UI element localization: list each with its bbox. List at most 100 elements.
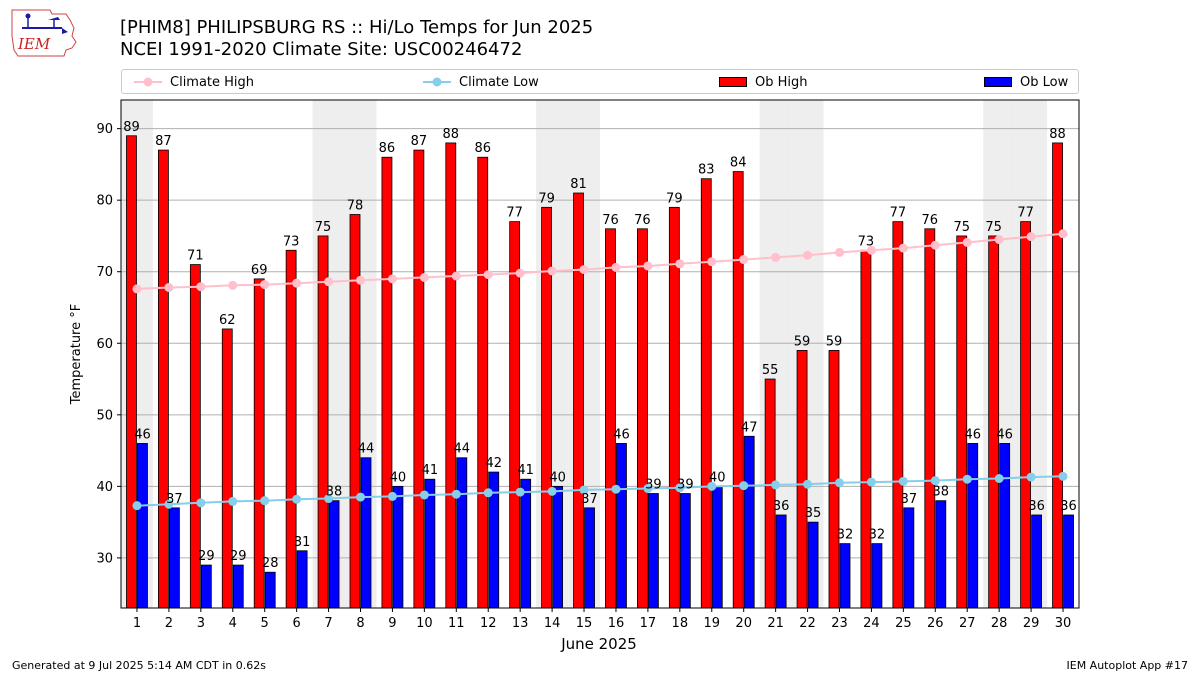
y-tick-label: 50 xyxy=(96,408,113,423)
climate-low-point xyxy=(611,484,621,494)
climate-high-point xyxy=(483,270,493,280)
ob-high-bar xyxy=(924,228,936,609)
ob-high-value-label: 88 xyxy=(1049,127,1066,142)
climate-low-point xyxy=(164,499,174,509)
climate-low-point xyxy=(515,487,525,497)
ob-low-bar xyxy=(296,550,308,609)
ob-low-value-label: 46 xyxy=(996,427,1013,442)
x-tick-label: 26 xyxy=(927,616,944,631)
ob-high-value-label: 83 xyxy=(698,163,715,178)
ob-high-value-label: 76 xyxy=(634,213,651,228)
climate-low-point xyxy=(451,489,461,499)
y-axis: 30 40 50 60 70 80 90 xyxy=(96,122,121,566)
climate-low-point xyxy=(324,494,334,504)
ob-high-bar xyxy=(796,350,808,609)
x-tick-label: 8 xyxy=(356,616,364,631)
ob-low-bar xyxy=(232,564,244,609)
climate-high-point xyxy=(930,240,940,250)
ob-high-value-label: 84 xyxy=(730,156,747,171)
legend-item-climate-low: Climate Low xyxy=(423,73,539,91)
weekend-band xyxy=(1015,100,1048,608)
chart-legend: Climate High Climate Low Ob High Ob Low xyxy=(121,69,1079,94)
ob-high-value-label: 75 xyxy=(985,220,1002,235)
climate-high-point xyxy=(387,274,397,284)
x-tick-label: 28 xyxy=(991,616,1008,631)
climate-high-point xyxy=(1026,232,1036,242)
y-tick-label: 40 xyxy=(96,480,113,495)
ob-low-value-label: 36 xyxy=(773,499,790,514)
climate-high-line xyxy=(136,232,1064,290)
x-tick-label: 6 xyxy=(292,616,300,631)
ob-low-bar xyxy=(168,507,180,609)
ob-high-value-label: 87 xyxy=(411,134,428,149)
bar-value-labels: 89 87 71 62 69 73 75 78 86 87 88 86 77 79 81 76 76 79 83 84… xyxy=(123,120,1077,571)
ob-low-value-label: 35 xyxy=(805,506,822,521)
ob-low-bar xyxy=(392,485,404,609)
climate-low-point xyxy=(962,474,972,484)
climate-high-point xyxy=(1058,229,1068,239)
climate-low-point xyxy=(866,477,876,487)
ob-high-value-label: 88 xyxy=(443,127,460,142)
ob-high-bar xyxy=(445,142,457,609)
ob-low-value-label: 40 xyxy=(709,470,726,485)
x-axis-label: June 2025 xyxy=(560,635,637,653)
x-tick-label: 24 xyxy=(863,616,880,631)
climate-low-point xyxy=(356,492,365,502)
x-tick-label: 29 xyxy=(1023,616,1040,631)
y-tick-label: 60 xyxy=(96,337,113,352)
ob-low-bar xyxy=(775,514,787,609)
climate-low-point xyxy=(419,490,429,500)
ob-high-bar xyxy=(988,235,1000,609)
ob-high-value-label: 73 xyxy=(858,234,875,249)
ob-low-value-label: 31 xyxy=(294,535,311,550)
climate-high-point xyxy=(292,278,302,288)
climate-high-point xyxy=(611,262,621,272)
ob-low-bar xyxy=(903,507,915,609)
ob-high-value-label: 79 xyxy=(666,191,683,206)
climate-high-point xyxy=(962,237,972,247)
weekend-band xyxy=(312,100,345,608)
x-tick-label: 17 xyxy=(640,616,657,631)
x-tick-label: 30 xyxy=(1055,616,1072,631)
iem-logo: IEM xyxy=(11,9,77,57)
ob-high-value-label: 59 xyxy=(794,334,811,349)
climate-high-point xyxy=(866,245,876,255)
ob-high-bar xyxy=(860,249,872,609)
climate-low-point xyxy=(1058,471,1068,481)
y-axis-label: Temperature °F xyxy=(69,304,84,405)
climate-high-point xyxy=(579,265,589,275)
ob-low-bar xyxy=(137,443,148,609)
climate-high-point xyxy=(324,277,334,287)
climate-low-point xyxy=(547,486,557,496)
x-tick-label: 25 xyxy=(895,616,912,631)
ob-high-value-label: 89 xyxy=(123,120,140,135)
ob-high-value-label: 87 xyxy=(155,134,172,149)
ob-low-bar xyxy=(935,500,947,609)
climate-low-point xyxy=(707,481,717,491)
ob-high-value-label: 81 xyxy=(570,177,587,192)
ob-high-value-label: 69 xyxy=(251,263,268,278)
ob-high-value-label: 76 xyxy=(602,213,619,228)
x-tick-label: 19 xyxy=(703,616,720,631)
x-tick-label: 10 xyxy=(416,616,433,631)
ob-high-value-label: 77 xyxy=(506,206,523,221)
ob-low-bar xyxy=(1031,514,1042,609)
ob-low-bar xyxy=(552,485,563,609)
ob-high-bar xyxy=(637,228,648,609)
footer-generated: Generated at 9 Jul 2025 5:14 AM CDT in 0… xyxy=(12,659,266,672)
y-tick-label: 70 xyxy=(96,265,113,280)
ob-high-value-label: 73 xyxy=(283,234,300,249)
ob-low-value-label: 38 xyxy=(933,485,950,500)
climate-high-point xyxy=(898,243,908,253)
climate-high-point xyxy=(994,235,1004,245)
bars xyxy=(126,135,1074,609)
ob-low-value-label: 39 xyxy=(677,478,694,493)
climate-high-point xyxy=(228,280,238,290)
ob-low-bar xyxy=(1063,514,1074,609)
chart-subtitle: NCEI 1991-2020 Climate Site: USC00246472 xyxy=(120,39,523,60)
ob-high-value-label: 71 xyxy=(187,249,204,264)
climate-low-point xyxy=(994,473,1004,483)
climate-low-line xyxy=(136,475,1064,507)
weekend-band xyxy=(536,100,569,608)
climate-low-point xyxy=(579,485,589,495)
